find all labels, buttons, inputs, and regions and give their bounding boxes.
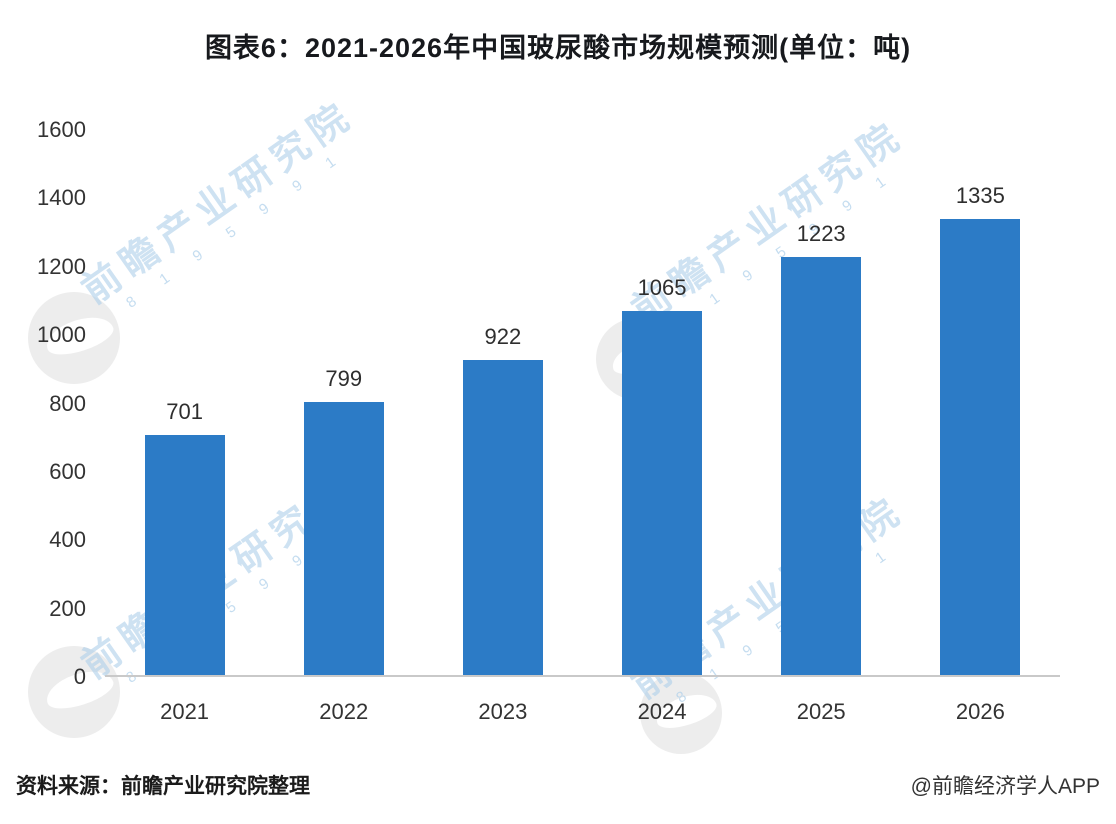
bar-value-label: 1335 — [955, 182, 1005, 208]
y-tick-label: 600 — [49, 458, 86, 484]
y-axis: 0 200 400 600 800 1000 1200 1400 1600 — [0, 117, 88, 689]
bar-column-2023: 922 — [462, 130, 543, 675]
y-tick-label: 1200 — [37, 253, 86, 279]
x-tick-label-2026: 2026 — [955, 699, 1005, 724]
bar-value-label: 701 — [166, 399, 203, 425]
bar-2023 — [462, 359, 543, 675]
source-text: 资料来源：前瞻产业研究院整理 — [16, 775, 310, 798]
bar-column-2026: 1335 — [940, 130, 1021, 675]
bar-column-2024: 1065 — [622, 130, 703, 675]
y-tick-label: 1600 — [37, 117, 86, 142]
footer: 资料来源：前瞻产业研究院整理 @前瞻经济学人APP — [0, 770, 1116, 800]
bar-value-label: 1065 — [637, 274, 687, 300]
bar-column-2025: 1223 — [781, 130, 862, 675]
bar-column-2022: 799 — [303, 130, 384, 675]
y-tick-label: 0 — [73, 664, 86, 689]
y-tick-label: 800 — [49, 390, 86, 416]
x-tick-label-2021: 2021 — [160, 699, 210, 724]
bar-2025 — [781, 256, 862, 675]
bar-value-label: 922 — [484, 323, 522, 349]
y-tick-label: 1400 — [37, 185, 86, 211]
bars-area: 701 799 922 1065 1223 1335 — [105, 130, 1060, 675]
bar-column-2021: 701 — [144, 130, 225, 675]
y-tick-label: 1000 — [37, 322, 86, 348]
credit-text: @前瞻经济学人APP — [910, 775, 1100, 798]
bar-value-label: 1223 — [796, 220, 846, 246]
y-tick-label: 200 — [49, 595, 86, 621]
bar-value-label: 799 — [325, 365, 363, 391]
x-tick-label-2023: 2023 — [478, 699, 528, 724]
chart-title: 图表6：2021-2026年中国玻尿酸市场规模预测(单位：吨) — [204, 33, 912, 63]
bar-2026 — [940, 218, 1021, 675]
x-tick-label-2022: 2022 — [319, 699, 369, 724]
x-tick-label-2024: 2024 — [637, 699, 687, 724]
x-tick-label-2025: 2025 — [796, 699, 846, 724]
plot-area: 701 799 922 1065 1223 1335 — [105, 130, 1060, 677]
bar-2022 — [303, 401, 384, 675]
bar-2024 — [622, 310, 703, 675]
x-axis: 2021 2022 2023 2024 2025 2026 — [105, 699, 1060, 725]
bar-2021 — [144, 435, 225, 675]
y-tick-label: 400 — [49, 527, 86, 553]
